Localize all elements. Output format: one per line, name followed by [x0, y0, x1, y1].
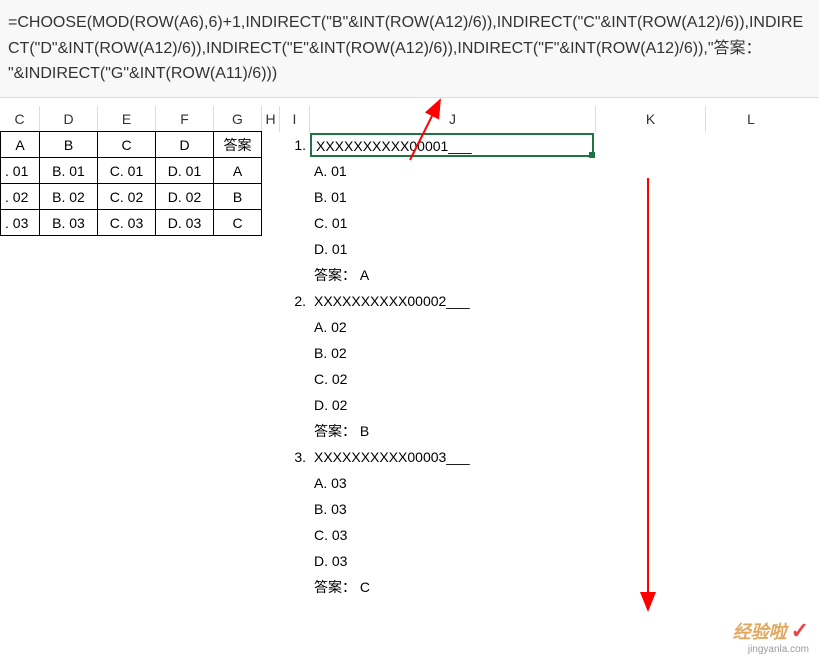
- output-cell[interactable]: XXXXXXXXXX00002___: [310, 293, 596, 309]
- output-cell[interactable]: A. 03: [310, 475, 596, 491]
- output-cell[interactable]: 答案： C: [310, 577, 596, 597]
- table-cell[interactable]: C. 02: [98, 184, 156, 210]
- table-cell[interactable]: C: [214, 210, 262, 236]
- output-cell[interactable]: XXXXXXXXXX00003___: [310, 449, 596, 465]
- output-cell[interactable]: 答案： A: [310, 265, 596, 285]
- col-header-l[interactable]: L: [706, 106, 796, 132]
- table-cell[interactable]: . 01: [0, 158, 40, 184]
- grid-area: A B C D 答案 1. XXXXXXXXXX00001___ . 01 B.…: [0, 132, 819, 600]
- grid-row: . 01 B. 01 C. 01 D. 01 A A. 01: [0, 158, 819, 184]
- table-cell[interactable]: D. 02: [156, 184, 214, 210]
- output-cell[interactable]: A. 02: [310, 319, 596, 335]
- watermark: 经验啦 ✓ jingyanla.com: [733, 618, 809, 655]
- table-cell[interactable]: B. 01: [40, 158, 98, 184]
- col-header-g[interactable]: G: [214, 106, 262, 132]
- table-cell[interactable]: . 03: [0, 210, 40, 236]
- table-cell[interactable]: B. 03: [40, 210, 98, 236]
- col-header-i[interactable]: I: [280, 106, 310, 132]
- grid-row: 答案： A: [0, 262, 819, 288]
- grid-row: 2. XXXXXXXXXX00002___: [0, 288, 819, 314]
- table-cell[interactable]: . 02: [0, 184, 40, 210]
- output-cell[interactable]: C. 02: [310, 371, 596, 387]
- formula-bar[interactable]: =CHOOSE(MOD(ROW(A6),6)+1,INDIRECT("B"&IN…: [0, 0, 819, 98]
- check-icon: ✓: [791, 618, 809, 643]
- output-cell[interactable]: A. 01: [310, 163, 596, 179]
- spreadsheet: C D E F G H I J K L A B C D 答案 1. XXXXXX…: [0, 106, 819, 600]
- question-number[interactable]: 1.: [280, 137, 310, 153]
- output-cell[interactable]: C. 03: [310, 527, 596, 543]
- question-number[interactable]: 3.: [280, 449, 310, 465]
- fill-handle[interactable]: [589, 152, 595, 158]
- table-header[interactable]: D: [156, 132, 214, 158]
- table-cell[interactable]: C. 03: [98, 210, 156, 236]
- table-header[interactable]: C: [98, 132, 156, 158]
- col-header-e[interactable]: E: [98, 106, 156, 132]
- output-cell[interactable]: B. 01: [310, 189, 596, 205]
- table-cell[interactable]: D. 01: [156, 158, 214, 184]
- table-header[interactable]: 答案: [214, 132, 262, 158]
- output-cell[interactable]: B. 03: [310, 501, 596, 517]
- grid-row: . 03 B. 03 C. 03 D. 03 C C. 01: [0, 210, 819, 236]
- table-header[interactable]: B: [40, 132, 98, 158]
- table-cell[interactable]: B: [214, 184, 262, 210]
- watermark-domain: jingyanla.com: [733, 644, 809, 655]
- col-header-d[interactable]: D: [40, 106, 98, 132]
- table-cell[interactable]: B. 02: [40, 184, 98, 210]
- col-header-h[interactable]: H: [262, 106, 280, 132]
- grid-row: . 02 B. 02 C. 02 D. 02 B B. 01: [0, 184, 819, 210]
- cell-value: XXXXXXXXXX00001___: [316, 138, 472, 154]
- watermark-brand: 经验啦: [733, 622, 787, 642]
- col-header-f[interactable]: F: [156, 106, 214, 132]
- output-cell[interactable]: C. 01: [310, 215, 596, 231]
- output-cell[interactable]: D. 02: [310, 397, 596, 413]
- col-header-j[interactable]: J: [310, 106, 596, 132]
- column-headers: C D E F G H I J K L: [0, 106, 819, 132]
- output-cell[interactable]: 答案： B: [310, 421, 596, 441]
- col-header-k[interactable]: K: [596, 106, 706, 132]
- grid-row: A B C D 答案 1. XXXXXXXXXX00001___: [0, 132, 819, 158]
- table-cell[interactable]: C. 01: [98, 158, 156, 184]
- output-cell[interactable]: B. 02: [310, 345, 596, 361]
- col-header-c[interactable]: C: [0, 106, 40, 132]
- output-cell[interactable]: D. 01: [310, 241, 596, 257]
- question-number[interactable]: 2.: [280, 293, 310, 309]
- grid-row: D. 01: [0, 236, 819, 262]
- grid-row: 3. XXXXXXXXXX00003___: [0, 444, 819, 470]
- selected-cell[interactable]: XXXXXXXXXX00001___: [310, 133, 594, 157]
- table-cell[interactable]: D. 03: [156, 210, 214, 236]
- table-header[interactable]: A: [0, 132, 40, 158]
- table-cell[interactable]: A: [214, 158, 262, 184]
- output-cell[interactable]: D. 03: [310, 553, 596, 569]
